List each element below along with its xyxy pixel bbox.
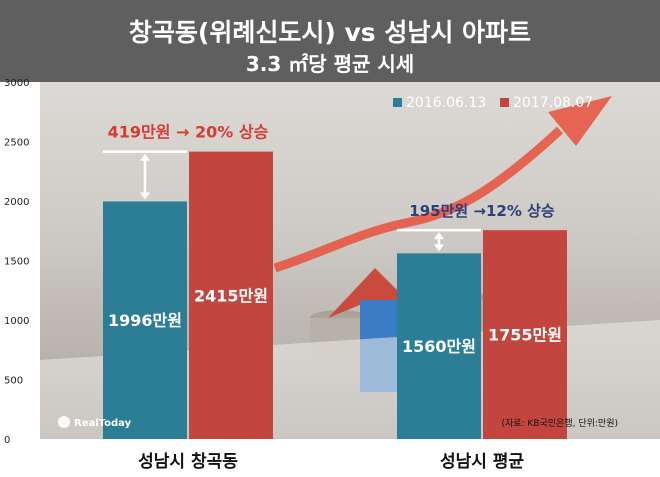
bar (103, 201, 187, 439)
legend-swatch (393, 98, 402, 107)
change-annotation: 419만원 → 20% 상승 (108, 123, 269, 142)
change-annotation: 195만원 →12% 상승 (409, 202, 555, 220)
chart-title: 창곡동(위례신도시) vs 성남시 아파트 (128, 18, 532, 47)
trend-arrow-head (548, 96, 612, 146)
bar-value-label: 1996만원 (108, 311, 182, 330)
y-tick-label: 1000 (4, 316, 29, 327)
y-tick-label: 500 (4, 376, 23, 387)
annotations: 419만원 → 20% 상승 195만원 →12% 상승 (103, 123, 555, 252)
brand-logo: RealToday (58, 416, 132, 429)
brand-logo-icon (58, 416, 70, 428)
chart-subtitle: 3.3 ㎡당 평균 시세 (245, 52, 415, 76)
bars: 1996만원 2415만원 1560만원 1755만원 (103, 151, 567, 440)
legend-label: 2016.06.13 (406, 95, 486, 111)
category-label: 성남시 평균 (440, 452, 524, 472)
change-arrow-head-up (140, 153, 150, 161)
y-tick-label: 3000 (4, 78, 29, 89)
y-tick-label: 1500 (4, 257, 29, 268)
y-tick-label: 2000 (4, 197, 29, 208)
y-axis: 0 500 1000 1500 2000 2500 3000 (4, 78, 29, 446)
legend-label: 2017.08.07 (513, 95, 593, 111)
source-note: (자료: KB국민은행, 단위:만원) (501, 417, 618, 429)
change-arrow-head-up (434, 232, 444, 240)
title-bar: 창곡동(위례신도시) vs 성남시 아파트 3.3 ㎡당 평균 시세 (0, 0, 660, 82)
y-tick-label: 0 (4, 435, 10, 446)
category-label: 성남시 창곡동 (138, 452, 238, 472)
house-roof (328, 268, 412, 318)
change-arrow-head-down (140, 192, 150, 200)
trend-arrow-line (273, 126, 564, 273)
bar-value-label: 1560만원 (402, 337, 476, 356)
bar (483, 230, 567, 439)
brand-logo-text: RealToday (74, 418, 132, 429)
bar-value-label: 1755만원 (488, 326, 562, 345)
bar-value-label: 2415만원 (194, 286, 268, 305)
legend: 2016.06.13 2017.08.07 (393, 95, 593, 111)
bar (189, 151, 273, 440)
legend-swatch (500, 98, 509, 107)
bar (397, 253, 481, 439)
y-tick-label: 2500 (4, 138, 29, 149)
category-labels: 성남시 창곡동 성남시 평균 (138, 452, 524, 472)
change-arrow-head-down (434, 244, 444, 252)
